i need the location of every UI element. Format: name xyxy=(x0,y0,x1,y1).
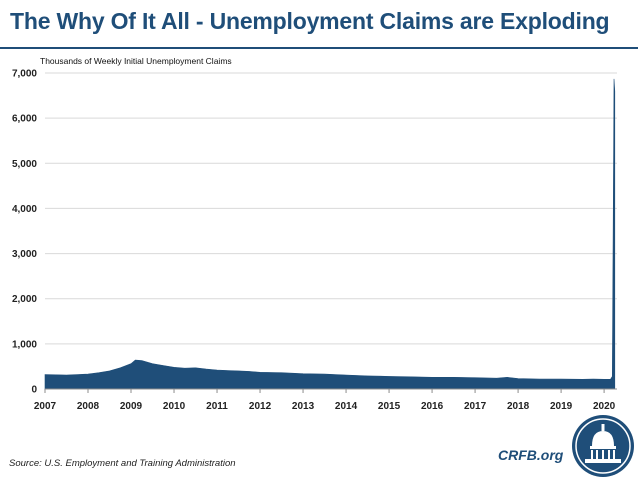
y-tick-label: 1,000 xyxy=(12,339,37,350)
y-tick-label: 5,000 xyxy=(12,159,37,170)
x-tick-label: 2013 xyxy=(292,401,315,412)
y-tick-label: 3,000 xyxy=(12,249,37,260)
page-title: The Why Of It All - Unemployment Claims … xyxy=(10,8,610,34)
capitol-dome-logo-icon xyxy=(572,415,634,477)
x-tick-label: 2016 xyxy=(421,401,444,412)
y-axis-label: Thousands of Weekly Initial Unemployment… xyxy=(40,56,232,66)
x-tick-label: 2017 xyxy=(464,401,487,412)
source-note: Source: U.S. Employment and Training Adm… xyxy=(9,458,236,469)
gridlines xyxy=(45,72,617,345)
y-tick-label: 4,000 xyxy=(12,204,37,215)
y-tick-label: 7,000 xyxy=(12,69,37,80)
series-layer xyxy=(44,78,616,390)
x-tick-label: 2019 xyxy=(550,401,573,412)
y-tick-label: 6,000 xyxy=(12,114,37,125)
title-underline xyxy=(0,47,638,49)
x-tick-labels: 2007 2008 2009 2010 2011 2012 2013 2014 2015 2016… xyxy=(34,389,616,412)
x-tick-label: 2011 xyxy=(206,401,228,412)
crfb-link[interactable]: CRFB.org xyxy=(498,447,564,463)
claims-area-series xyxy=(44,78,616,390)
x-tick-label: 2012 xyxy=(249,401,272,412)
x-tick-label: 2020 xyxy=(593,401,616,412)
x-tick-label: 2009 xyxy=(120,401,143,412)
x-tick-label: 2008 xyxy=(77,401,100,412)
y-tick-labels: 0 1,000 2,000 3,000 4,000 5,000 6,000 7,000 xyxy=(12,69,37,396)
claims-chart: Thousands of Weekly Initial Unemployment… xyxy=(12,56,617,412)
x-tick-label: 2014 xyxy=(335,401,358,412)
x-tick-label: 2018 xyxy=(507,401,530,412)
x-tick-label: 2010 xyxy=(163,401,186,412)
y-tick-label: 0 xyxy=(31,385,37,396)
y-tick-label: 2,000 xyxy=(12,294,37,305)
x-tick-label: 2015 xyxy=(378,401,401,412)
x-tick-label: 2007 xyxy=(34,401,57,412)
